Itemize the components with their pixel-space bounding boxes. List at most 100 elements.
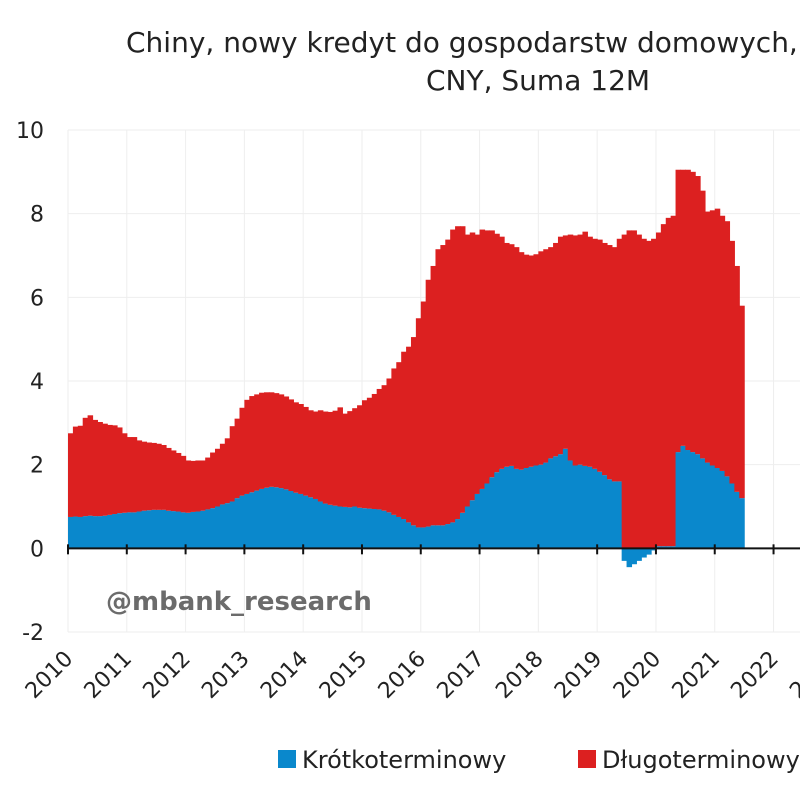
bar-long-term: [293, 402, 299, 493]
bar-long-term: [190, 460, 196, 512]
y-tick-label: 2: [30, 454, 44, 479]
bar-long-term: [504, 242, 510, 467]
bar-long-term: [381, 385, 388, 511]
x-tick-label: 2014: [256, 647, 313, 704]
y-tick-label: 6: [30, 286, 44, 311]
bar-long-term: [278, 394, 285, 489]
bar-short-term: [709, 465, 716, 549]
y-tick-label: 0: [30, 537, 44, 562]
bar-short-term: [303, 495, 309, 549]
bar-short-term: [445, 524, 451, 549]
bar-long-term: [489, 230, 495, 478]
bar-long-term: [224, 438, 231, 504]
bar-long-term: [249, 396, 255, 493]
watermark: @mbank_research: [106, 587, 372, 617]
bar-short-term: [244, 493, 250, 549]
bar-short-term: [557, 454, 564, 549]
bar-short-term: [200, 510, 206, 549]
bar-short-term: [464, 506, 471, 549]
x-tick-label: 2012: [139, 647, 196, 704]
x-tick-label: 2019: [550, 647, 607, 704]
bar-short-term: [548, 458, 554, 549]
bar-short-term: [87, 515, 94, 549]
bar-short-term: [210, 508, 216, 549]
bar-short-term: [161, 509, 167, 549]
chart-title-line-2: CNY, Suma 12M: [426, 64, 650, 97]
bar-short-term: [714, 468, 721, 549]
bar-short-term: [180, 512, 187, 549]
bar-short-term: [572, 465, 579, 549]
legend-swatch: [578, 750, 596, 768]
bar-short-term: [131, 512, 138, 549]
bar-long-term: [308, 410, 314, 498]
bar-short-term: [469, 500, 476, 549]
bar-short-term: [641, 548, 647, 558]
bar-short-term: [646, 548, 652, 555]
bar-short-term: [459, 512, 466, 549]
x-tick-labels: 2010 2011 2012 2013 2014 2015 2016 2017 2018 2019…: [21, 647, 800, 704]
bar-short-term: [175, 511, 182, 549]
bar-short-term: [518, 469, 525, 549]
bar-long-term: [695, 176, 701, 455]
bar-long-term: [259, 392, 265, 489]
bar-long-term: [126, 437, 133, 513]
bar-long-term: [651, 238, 657, 549]
y-tick-label: 8: [30, 203, 44, 228]
bar-long-term: [494, 233, 500, 473]
legend-label: Krótkoterminowy: [302, 746, 506, 774]
x-tick-label: 2011: [80, 647, 137, 704]
bar-long-term: [440, 245, 446, 526]
x-tick-label: 2021: [668, 647, 725, 704]
bar-long-term: [131, 437, 138, 513]
bar-short-term: [680, 445, 686, 549]
bar-long-term: [592, 238, 598, 469]
bar-long-term: [513, 247, 520, 469]
bar-long-term: [690, 171, 696, 453]
bar-short-term: [121, 512, 128, 549]
bar-long-term: [170, 450, 177, 512]
bar-short-term: [288, 491, 294, 549]
bar-long-term: [435, 249, 441, 526]
x-tick-label: 2023: [785, 647, 800, 704]
bar-long-term: [685, 169, 691, 451]
legend-label: Długoterminowy: [602, 746, 800, 774]
bar-short-term: [190, 511, 196, 549]
bar-long-term: [464, 234, 471, 507]
bar-short-term: [655, 546, 662, 549]
bar-long-term: [704, 211, 711, 463]
bar-long-term: [636, 234, 642, 549]
bar-long-term: [146, 442, 152, 511]
bar-long-term: [626, 230, 633, 549]
bar-long-term: [87, 415, 94, 516]
bar-long-term: [469, 232, 476, 501]
bar-long-term: [116, 427, 123, 514]
bar-short-term: [102, 515, 108, 549]
x-tick-label: 2020: [609, 647, 666, 704]
bar-long-term: [254, 394, 260, 491]
x-tick-label: 2022: [727, 647, 784, 704]
bar-long-term: [587, 236, 593, 467]
bar-long-term: [342, 413, 348, 507]
bar-long-term: [214, 448, 221, 507]
x-tick-label: 2016: [374, 647, 431, 704]
bar-short-term: [224, 503, 231, 549]
bar-short-term: [724, 476, 731, 549]
bar-long-term: [641, 238, 647, 549]
bar-long-term: [562, 235, 569, 449]
bar-short-term: [562, 448, 569, 549]
bar-long-term: [68, 433, 74, 517]
bar-long-term: [445, 239, 451, 525]
bar-long-term: [714, 208, 721, 469]
bar-short-term: [651, 548, 657, 551]
bar-short-term: [440, 525, 446, 549]
bar-short-term: [357, 507, 363, 549]
bar-long-term: [450, 229, 456, 523]
y-tick-label: -2: [22, 621, 44, 646]
bar-long-term: [219, 443, 226, 505]
bar-long-term: [180, 455, 187, 513]
chart-title-line-1: Chiny, nowy kredyt do gospodarstw domowy…: [126, 26, 798, 59]
bar-long-term: [97, 421, 103, 517]
bar-long-term: [523, 254, 530, 469]
bar-long-term: [459, 226, 466, 513]
bar-short-term: [308, 497, 314, 549]
